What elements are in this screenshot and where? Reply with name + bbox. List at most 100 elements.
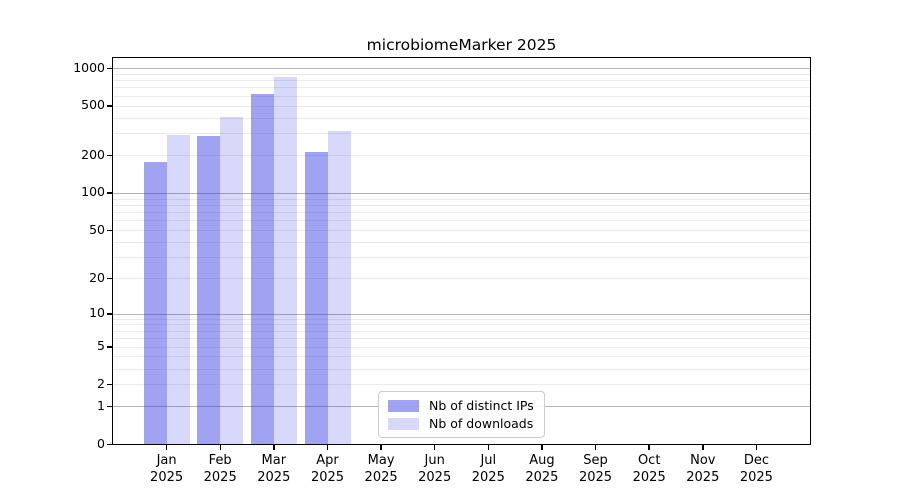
y-tick-mark [107,443,112,445]
x-tick-month: Sep [583,453,608,468]
gridline-minor [113,338,810,340]
x-tick-month: Mar [261,453,287,468]
x-tick-mark [541,445,543,450]
x-tick-year: 2025 [739,470,773,485]
gridline-minor [113,133,810,135]
y-tick-label: 100 [81,184,105,200]
y-tick-mark [107,105,112,107]
x-tick-month: Jun [424,453,445,468]
x-tick-mark [273,445,275,450]
gridline-minor [113,318,810,320]
x-tick-mark [702,445,704,450]
y-tick-mark [107,313,112,315]
y-tick-label: 200 [81,146,105,162]
legend-item-downloads: Nb of downloads [388,416,535,431]
y-tick-label: 500 [81,97,105,113]
x-tick-month: Oct [637,453,661,468]
x-tick-year: 2025 [418,470,452,485]
gridline-minor [113,220,810,222]
y-tick-label: 50 [89,221,105,237]
gridline-minor [113,155,810,157]
x-tick-month: Apr [316,453,339,468]
bar-nb-of-downloads-mar-2025 [273,77,297,444]
gridline-minor [113,73,810,75]
y-tick-label: 10 [89,305,105,320]
x-tick-mark [165,445,168,450]
x-tick-label-oct-2025: Oct 2025 [617,452,681,486]
gridline-minor [113,330,810,332]
gridline-minor [113,80,810,82]
gridline-minor [113,198,810,200]
legend-item-distinct-ips: Nb of distinct IPs [388,398,535,413]
x-tick-year: 2025 [203,470,237,485]
x-tick-year: 2025 [632,470,666,485]
bar-nb-of-distinct-ips-jan-2025 [143,161,167,444]
chart-title: microbiomeMarker 2025 [366,36,557,54]
gridline-minor [113,117,810,119]
x-tick-label-nov-2025: Nov 2025 [671,452,735,486]
gridline-minor [113,87,810,89]
x-tick-year: 2025 [150,470,184,485]
gridline-minor [113,278,810,280]
x-tick-month: Jan [156,453,177,468]
legend-label-distinct-ips: Nb of distinct IPs [429,398,534,413]
y-tick-label: 1 [97,397,105,413]
x-tick-mark [755,445,758,450]
y-tick-mark [107,346,112,348]
y-tick-mark [107,229,112,231]
y-tick-mark [107,67,112,69]
bar-nb-of-distinct-ips-apr-2025 [304,151,328,444]
x-tick-month: Jul [480,453,497,468]
y-tick-mark [107,383,112,386]
x-tick-label-jun-2025: Jun 2025 [403,452,467,486]
x-tick-label-sep-2025: Sep 2025 [564,452,628,486]
y-tick-mark [107,405,112,408]
gridline-minor [113,230,810,231]
gridline-minor [113,105,810,107]
gridline-minor [113,368,810,370]
x-tick-label-jan-2025: Jan 2025 [135,452,199,486]
x-tick-mark [648,445,650,450]
y-tick-label: 0 [97,435,105,451]
gridline-major [113,68,810,69]
x-tick-label-apr-2025: Apr 2025 [296,452,360,486]
x-tick-label-may-2025: May 2025 [349,452,413,486]
x-tick-mark [219,445,221,450]
x-tick-month: Nov [690,453,716,468]
x-tick-mark [380,445,382,450]
y-tick-mark [107,154,112,157]
x-tick-year: 2025 [686,470,720,485]
x-tick-month: Aug [529,453,555,468]
gridline-minor [113,384,810,386]
x-tick-year: 2025 [310,470,345,485]
gridline-minor [113,204,810,206]
x-tick-month: May [367,453,395,468]
bar-nb-of-distinct-ips-mar-2025 [250,94,274,444]
gridline-minor [113,241,810,243]
legend-swatch-distinct-ips-icon [388,399,419,412]
bar-nb-of-downloads-feb-2025 [220,116,244,444]
bar-nb-of-downloads-apr-2025 [327,130,351,444]
y-tick-label: 20 [89,269,105,285]
legend-label-downloads: Nb of downloads [429,416,534,431]
x-tick-label-feb-2025: Feb 2025 [188,452,252,486]
y-tick-mark [107,277,112,280]
gridline-minor [113,257,810,259]
x-tick-label-jul-2025: Jul 2025 [456,452,520,486]
legend: Nb of distinct IPs Nb of downloads [378,391,545,438]
x-tick-month: Feb [208,453,232,468]
gridline-minor [113,212,810,213]
y-tick-mark [107,192,112,194]
gridline-major [113,313,810,315]
x-tick-month: Dec [743,453,769,468]
y-tick-label: 1000 [73,59,105,75]
gridline-minor [113,356,810,358]
gridline-minor [113,95,810,97]
x-tick-mark [594,445,597,450]
x-tick-mark [487,445,490,450]
x-tick-label-aug-2025: Aug 2025 [510,452,574,486]
x-tick-mark [433,445,436,450]
x-tick-year: 2025 [364,470,398,485]
gridline-minor [113,324,810,326]
